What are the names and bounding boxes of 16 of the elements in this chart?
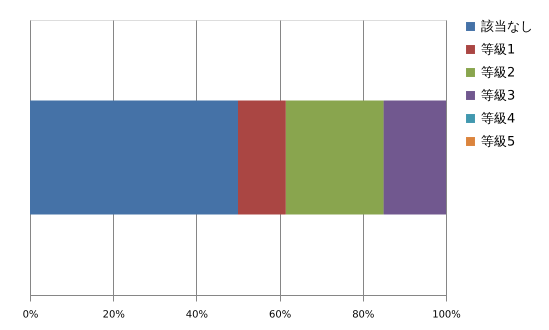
legend-label: 該当なし: [481, 18, 533, 34]
legend-label: 等級5: [481, 134, 516, 150]
x-tick-label: 60%: [268, 310, 292, 320]
legend-label: 等級3: [481, 88, 516, 104]
x-tick-label: 40%: [186, 310, 208, 320]
x-tick-label: 80%: [352, 310, 374, 320]
x-tick-label: 20%: [102, 310, 125, 320]
bar: [30, 100, 238, 214]
legend-label: 等級4: [481, 112, 516, 126]
bar: [286, 100, 384, 214]
legend-label: 等級2: [481, 66, 516, 80]
bar: [384, 100, 446, 214]
x-tick-label: 0%: [22, 310, 38, 320]
bar: [238, 100, 286, 214]
legend-label: 等級1: [481, 42, 516, 58]
x-tick-label: 100%: [432, 310, 461, 320]
